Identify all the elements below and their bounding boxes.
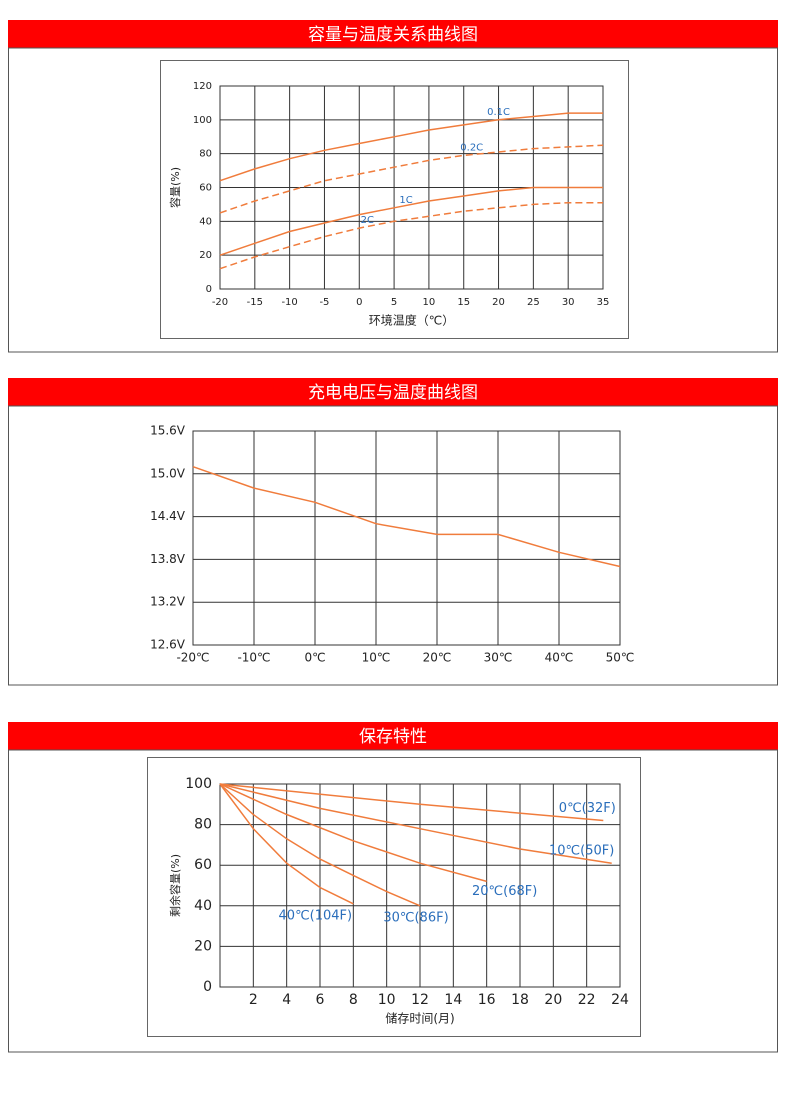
x-tick-label: 20 — [544, 992, 562, 1008]
x-tick-label: -10℃ — [237, 651, 270, 665]
x-tick-label: 30℃ — [484, 651, 513, 665]
x-tick-label: 22 — [578, 992, 596, 1008]
series-label: 1C — [399, 195, 412, 206]
x-axis-label: 环境温度（℃） — [369, 313, 454, 328]
x-tick-label: 14 — [444, 992, 462, 1008]
series-line — [219, 783, 612, 864]
x-tick-label: 10 — [423, 297, 436, 308]
series-line — [219, 112, 603, 182]
y-tick-label: 80 — [199, 149, 212, 160]
y-tick-label: 80 — [194, 817, 212, 833]
x-tick-label: 0 — [356, 297, 362, 308]
y-tick-label: 120 — [193, 81, 212, 92]
section-box — [8, 749, 778, 1053]
y-tick-label: 40 — [199, 216, 212, 227]
x-tick-label: 8 — [349, 992, 358, 1008]
x-tick-label: 30 — [562, 297, 575, 308]
series-line — [192, 465, 621, 568]
x-tick-label: 18 — [511, 992, 529, 1008]
x-tick-label: 16 — [478, 992, 496, 1008]
section-header — [8, 20, 778, 48]
y-tick-label: 0 — [206, 284, 212, 295]
x-tick-label: 0℃ — [304, 651, 325, 665]
series-label: 30℃(86F) — [383, 910, 448, 925]
x-tick-label: 5 — [391, 297, 397, 308]
x-tick-label: 20℃ — [423, 651, 452, 665]
y-axis-label: 剩余容量(%) — [168, 854, 182, 917]
section-box — [8, 405, 778, 686]
y-tick-label: 15.0V — [150, 466, 186, 480]
section-title: 充电电压与温度曲线图 — [308, 383, 478, 403]
series-line — [219, 783, 354, 905]
section-box — [8, 47, 778, 353]
section-header — [8, 722, 778, 750]
series-line — [219, 783, 487, 883]
series-label: 40℃(104F) — [279, 908, 353, 923]
y-tick-label: 60 — [194, 857, 212, 873]
section-title: 容量与温度关系曲线图 — [308, 25, 478, 45]
x-tick-label: 25 — [527, 297, 540, 308]
x-tick-label: -20℃ — [176, 651, 209, 665]
y-tick-label: 12.6V — [150, 638, 186, 652]
x-tick-label: 24 — [611, 992, 629, 1008]
x-tick-label: 40℃ — [545, 651, 574, 665]
x-tick-label: 6 — [316, 992, 325, 1008]
series-line — [219, 201, 603, 270]
x-tick-label: 50℃ — [606, 651, 635, 665]
x-axis-label: 储存时间(月) — [385, 1011, 454, 1026]
y-tick-label: 100 — [185, 776, 212, 792]
series-line — [219, 144, 604, 214]
x-tick-label: 4 — [282, 992, 291, 1008]
y-tick-label: 0 — [203, 979, 212, 995]
y-tick-label: 15.6V — [150, 424, 186, 438]
y-tick-label: 13.8V — [150, 552, 186, 566]
series-line — [219, 783, 604, 822]
x-tick-label: -5 — [319, 297, 329, 308]
x-tick-label: 15 — [457, 297, 470, 308]
series-label: 10℃(50F) — [549, 844, 614, 859]
y-axis-label: 容量(%) — [168, 167, 182, 208]
chart-frame — [147, 757, 641, 1037]
x-tick-label: 10℃ — [362, 651, 391, 665]
x-tick-label: 10 — [378, 992, 396, 1008]
series-label: 0℃(32F) — [559, 801, 616, 816]
y-tick-label: 14.4V — [150, 509, 186, 523]
series-label: 0.2C — [460, 142, 483, 153]
section-header — [8, 378, 778, 406]
plot-border — [219, 783, 621, 988]
x-tick-label: 20 — [492, 297, 505, 308]
y-tick-label: 20 — [199, 250, 212, 261]
x-tick-label: -20 — [212, 297, 228, 308]
chart-frame — [160, 60, 629, 339]
x-tick-label: -10 — [281, 297, 297, 308]
x-tick-label: 35 — [597, 297, 610, 308]
y-tick-label: 40 — [194, 898, 212, 914]
y-tick-label: 100 — [193, 115, 212, 126]
x-tick-label: 12 — [411, 992, 429, 1008]
section-title: 保存特性 — [359, 727, 427, 747]
plot-border — [192, 430, 621, 646]
series-line — [219, 783, 421, 907]
series-label: 20℃(68F) — [472, 884, 537, 899]
x-tick-label: -15 — [247, 297, 263, 308]
series-label: 0.1C — [487, 107, 510, 118]
x-tick-label: 2 — [249, 992, 258, 1008]
series-line — [219, 186, 603, 256]
y-tick-label: 20 — [194, 938, 212, 954]
y-tick-label: 60 — [199, 183, 212, 194]
y-tick-label: 13.2V — [150, 595, 186, 609]
series-label: 2C — [361, 215, 374, 226]
